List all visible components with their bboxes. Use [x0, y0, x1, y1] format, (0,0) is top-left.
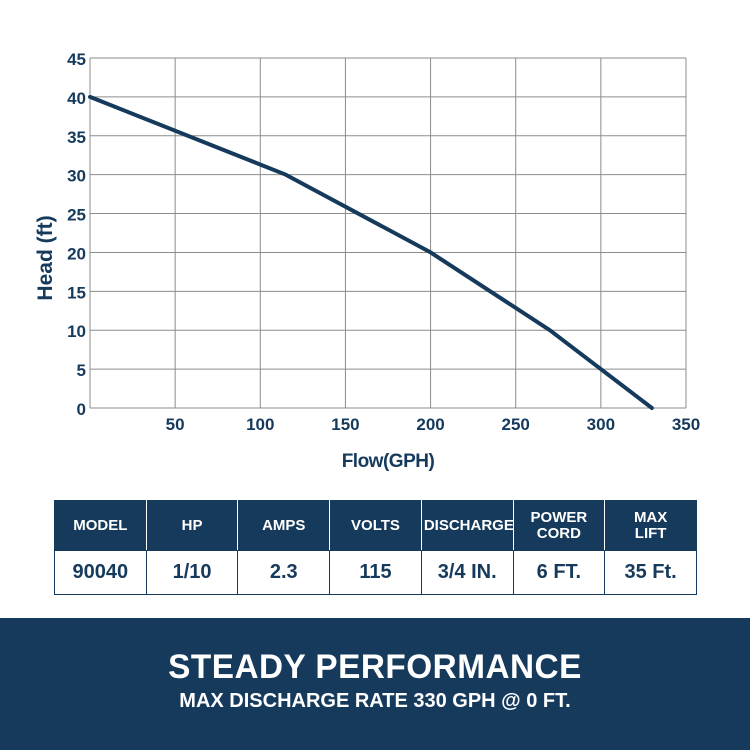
y-tick-label: 5: [77, 361, 86, 380]
y-tick-label: 0: [77, 400, 86, 419]
value-discharge: 3/4 IN.: [420, 550, 514, 595]
specs-table: MODEL HP AMPS VOLTS DISCHARGE POWER CORD…: [54, 500, 697, 595]
header-volts: VOLTS: [329, 500, 422, 551]
banner-subtitle: MAX DISCHARGE RATE 330 GPH @ 0 FT.: [179, 690, 571, 712]
value-hp: 1/10: [145, 550, 239, 595]
banner-title: STEADY PERFORMANCE: [168, 648, 582, 686]
x-tick-label: 250: [502, 415, 530, 434]
chart-grid: [89, 57, 687, 409]
x-tick-label: 50: [166, 415, 185, 434]
x-tick-label: 200: [416, 415, 444, 434]
y-tick-label: 30: [67, 167, 86, 186]
performance-banner: STEADY PERFORMANCE MAX DISCHARGE RATE 33…: [0, 618, 750, 750]
x-tick-label: 100: [246, 415, 274, 434]
y-tick-label: 15: [67, 283, 86, 302]
value-power-cord: 6 FT.: [512, 550, 606, 595]
y-tick-label: 40: [67, 89, 86, 108]
header-model: MODEL: [54, 500, 147, 551]
value-volts: 115: [329, 550, 422, 595]
header-amps: AMPS: [237, 500, 331, 551]
x-tick-labels: 50 100 150 200 250 300 350: [166, 415, 701, 434]
x-tick-label: 350: [672, 415, 700, 434]
y-axis-label: Head (ft): [34, 215, 57, 300]
y-tick-label: 10: [67, 322, 86, 341]
value-model: 90040: [54, 550, 147, 595]
value-amps: 2.3: [237, 550, 331, 595]
header-discharge: DISCHARGE: [420, 500, 514, 551]
x-tick-label: 300: [587, 415, 615, 434]
header-max-lift: MAX LIFT: [604, 500, 697, 551]
chart-series: [88, 94, 654, 410]
y-tick-label: 45: [67, 50, 86, 69]
x-tick-label: 150: [331, 415, 359, 434]
y-tick-label: 35: [67, 128, 86, 147]
performance-chart: 50 100 150 200 250 300 350 051015202530354045 …: [34, 50, 701, 472]
value-max-lift: 35 Ft.: [604, 550, 697, 595]
header-hp: HP: [145, 500, 239, 551]
y-tick-label: 20: [67, 244, 86, 263]
y-tick-label: 25: [67, 206, 86, 225]
specs-value-row: 90040 1/10 2.3 115 3/4 IN. 6 FT. 35 Ft.: [54, 550, 697, 595]
y-tick-labels: 0 5 10 15 20 25 30 35 40 45: [67, 50, 86, 419]
specs-header-row: MODEL HP AMPS VOLTS DISCHARGE POWER CORD…: [54, 500, 697, 551]
series-line: [88, 94, 654, 410]
header-power-cord: POWER CORD: [512, 500, 606, 551]
x-axis-label: Flow(GPH): [342, 451, 435, 472]
